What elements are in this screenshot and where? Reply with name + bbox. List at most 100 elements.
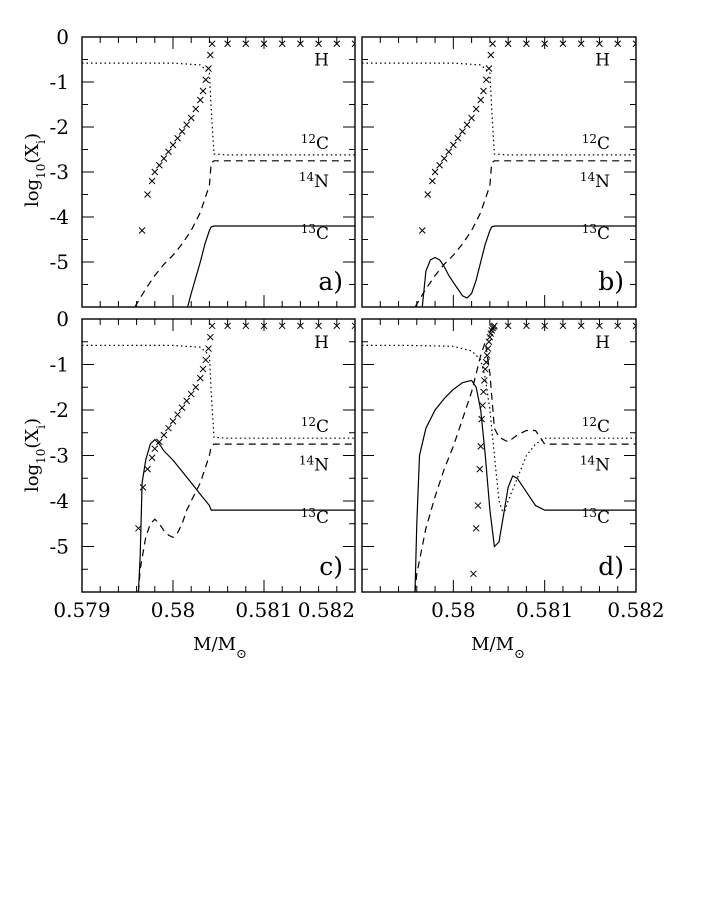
xh-point: [351, 40, 355, 48]
x-axis-title-right: M/M⊙: [471, 634, 525, 662]
xh-point: [479, 402, 486, 409]
xh-point: [480, 388, 487, 396]
panel-b: H 12C 14N 13C b): [361, 36, 637, 308]
xh-point: [504, 40, 512, 48]
xh-point: [297, 40, 304, 48]
xh-point: [148, 454, 156, 462]
xh-point: [183, 121, 191, 129]
xh-point: [472, 105, 480, 113]
species-label: 14N: [580, 454, 610, 476]
xh-point: [196, 374, 204, 382]
xh-point: [474, 502, 482, 509]
x-tick-label: 0.582: [607, 598, 664, 622]
svg-text:log10(Xi): log10(Xi): [22, 133, 48, 207]
xh-point: [477, 443, 485, 450]
xh-point: [596, 322, 603, 330]
xh-point: [206, 51, 214, 59]
y-tick-label: -5: [50, 250, 69, 274]
xh-point: [138, 227, 146, 234]
solid-abundance-line: [187, 225, 355, 307]
xh-point: [485, 65, 493, 72]
species-label: 14N: [299, 170, 329, 192]
xh-point: [480, 87, 487, 95]
xh-point: [278, 40, 286, 48]
xh-point: [139, 483, 147, 491]
xh-point: [169, 418, 177, 425]
x-tick-label: 0.581: [235, 598, 292, 622]
dashed-abundance-line: [137, 443, 355, 592]
species-label: 12C: [582, 415, 610, 437]
xh-point: [148, 177, 156, 185]
xh-point: [169, 141, 177, 149]
species-label: 13C: [582, 506, 610, 528]
xh-point: [470, 570, 477, 578]
xh-point: [160, 155, 168, 162]
xh-point: [476, 465, 484, 473]
xh-point: [174, 134, 181, 142]
xh-point: [482, 358, 490, 366]
x-tick-label: 0.581: [516, 598, 573, 622]
xh-point: [160, 431, 168, 439]
xh-point: [155, 161, 163, 169]
x-tick-label: 0.582: [298, 598, 355, 622]
xh-point: [454, 134, 462, 142]
xh-point: [242, 40, 250, 48]
xh-point: [333, 40, 341, 48]
xh-point: [278, 322, 286, 330]
xh-point: [484, 345, 492, 352]
species-label: 13C: [301, 506, 329, 528]
dashed-abundance-line: [134, 160, 355, 307]
y-tick-label: -3: [50, 160, 69, 184]
x-axis-title-left: M/M⊙: [193, 634, 247, 662]
xh-point: [242, 322, 250, 330]
x-tick-label: 0.58: [151, 598, 196, 622]
xh-point: [199, 87, 207, 95]
xh-point: [205, 345, 212, 352]
xh-point: [418, 227, 426, 234]
y-tick-label: -1: [50, 70, 69, 94]
panel-label: b): [598, 267, 624, 296]
xh-point: [481, 365, 489, 373]
xh-point: [440, 155, 448, 162]
xh-point: [488, 327, 496, 334]
xh-point: [541, 40, 549, 48]
xh-point: [178, 404, 186, 412]
xh-point: [523, 40, 530, 48]
y-tick-label: -5: [50, 535, 69, 559]
xh-point: [165, 424, 172, 432]
xh-point: [178, 128, 186, 135]
dotted-abundance-line: [82, 62, 355, 156]
species-label: H: [595, 333, 610, 353]
xh-point: [436, 161, 443, 169]
xh-point: [155, 438, 163, 446]
xh-point: [577, 40, 585, 48]
xh-point: [315, 322, 322, 330]
y-tick-label: -3: [50, 444, 69, 468]
xh-point: [260, 40, 268, 48]
xh-point: [165, 148, 172, 156]
panel-label: a): [318, 267, 343, 296]
xh-point: [192, 105, 200, 113]
xh-point: [260, 322, 268, 330]
xh-point: [351, 322, 355, 330]
xh-point: [183, 397, 191, 405]
xh-point: [483, 352, 491, 359]
xh-point: [135, 524, 142, 532]
xh-point: [463, 121, 471, 129]
xh-point: [559, 322, 567, 330]
species-label: H: [314, 333, 329, 353]
xh-point: [614, 322, 622, 330]
xh-point: [577, 322, 585, 330]
xh-point: [202, 356, 210, 364]
panel-c: 0 -1 -2 -3 -4 -5 0.579 0.58 0.581 0.582 H 12C 14N 13C…: [50, 307, 356, 622]
xh-point: [174, 411, 181, 418]
xh-point: [151, 168, 159, 176]
xh-point: [445, 148, 453, 156]
species-label: 14N: [580, 170, 610, 192]
dashed-abundance-line: [414, 341, 636, 592]
y-tick-label: 0: [56, 307, 69, 331]
xh-point: [559, 40, 567, 48]
panel-a: 0 -1 -2 -3 -4 -5 H 12C 14N 13C a): [50, 25, 356, 308]
xh-point: [491, 322, 498, 330]
xh-point: [224, 40, 231, 48]
